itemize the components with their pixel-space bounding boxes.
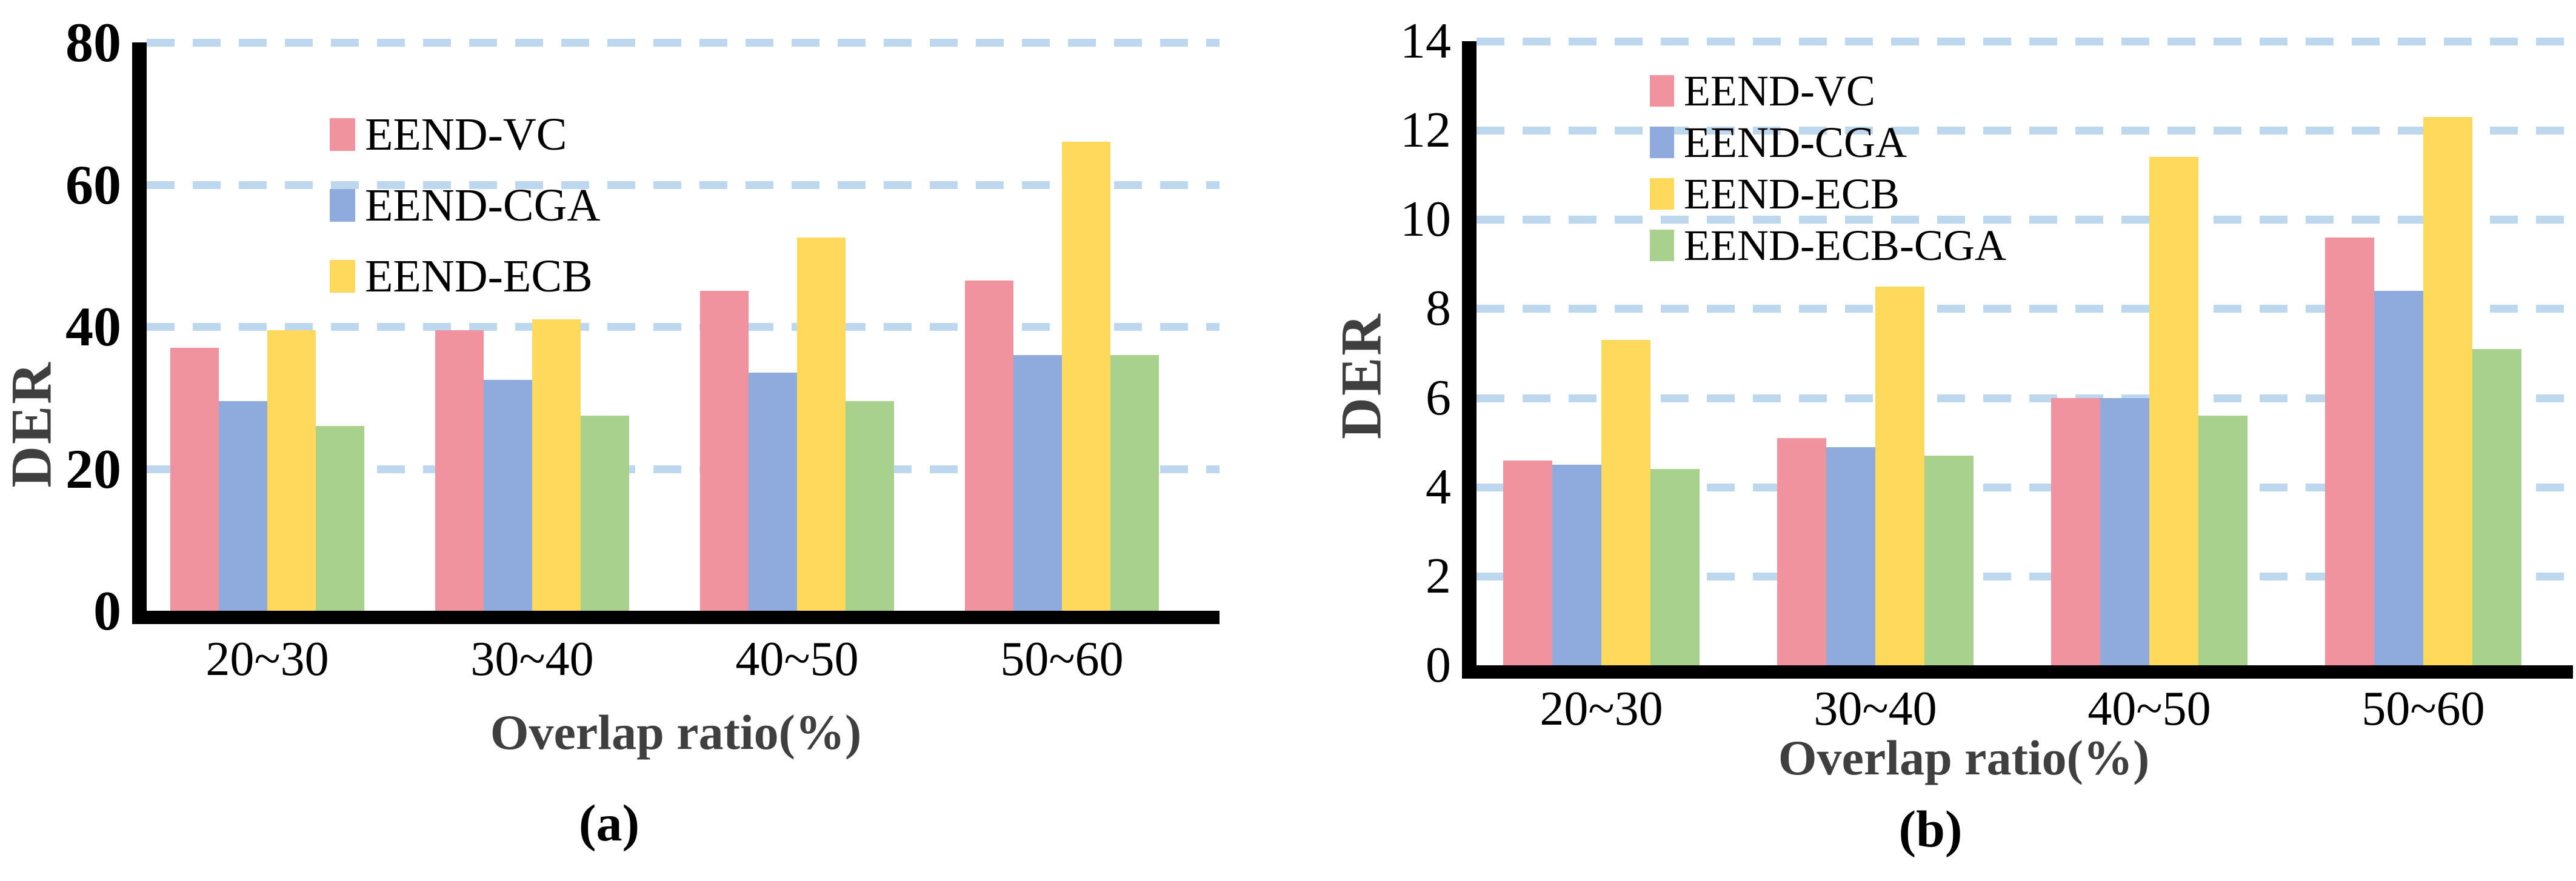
- y-tick-label-10: 10: [1400, 191, 1451, 248]
- legend-label-eend-vc: EEND-VC: [1684, 67, 1875, 115]
- legend-label-eend-ecb: EEND-ECB: [1684, 170, 1900, 218]
- legend-swatch-eend-cga: [1650, 127, 1674, 158]
- bar-eend-ecb-20~30: [1601, 339, 1650, 665]
- bar-eend-cga-20~30: [1552, 464, 1601, 665]
- x-tick-label-40~50: 40~50: [735, 633, 859, 686]
- y-tick-label-8: 8: [1426, 280, 1451, 337]
- bar-eend-ecb-cga-30~40: [1924, 456, 1974, 665]
- bar-eend-vc-20~30: [1503, 460, 1552, 665]
- x-tick-label-30~40: 30~40: [470, 633, 594, 686]
- gridline-y-2: [1477, 572, 2573, 580]
- legend-label-eend-ecb: EEND-ECB: [365, 251, 593, 302]
- panel-caption-a: (a): [578, 794, 640, 852]
- bar-eend-vc-40~50: [700, 291, 749, 611]
- x-tick-label-30~40: 30~40: [1814, 682, 1937, 736]
- legend-label-eend-cga: EEND-CGA: [1684, 118, 1907, 167]
- y-tick-label-14: 14: [1400, 13, 1451, 69]
- bar-eend-ecb-40~50: [797, 238, 846, 611]
- panel-caption-b: (b): [1898, 800, 1963, 858]
- legend-swatch-eend-ecb: [330, 260, 355, 293]
- bar-eend-vc-40~50: [2051, 397, 2100, 665]
- bar-eend-ecb-cga-50~60: [2472, 348, 2521, 665]
- x-tick-label-50~60: 50~60: [1000, 633, 1124, 686]
- legend-label-eend-ecb-cga: EEND-ECB-CGA: [1684, 221, 2006, 270]
- y-tick-label-0: 0: [1426, 637, 1451, 693]
- gridline-y-20: [147, 465, 1220, 473]
- gridline-y-80: [147, 39, 1220, 47]
- bar-eend-ecb-40~50: [2149, 157, 2198, 665]
- legend-row-eend-cga: EEND-CGA: [1650, 121, 1907, 164]
- x-axis-line: [1462, 665, 2573, 679]
- x-tick-label-40~50: 40~50: [2087, 682, 2211, 736]
- bar-eend-cga-20~30: [219, 401, 267, 611]
- bar-eend-ecb-cga-50~60: [1110, 354, 1159, 611]
- gridline-y-60: [147, 181, 1220, 189]
- gridline-y-40: [147, 323, 1220, 331]
- gridline-y-8: [1477, 305, 2573, 313]
- y-tick-label-20: 20: [65, 437, 121, 500]
- x-axis-title: Overlap ratio(%): [490, 705, 862, 760]
- bar-eend-ecb-cga-30~40: [581, 415, 629, 611]
- legend-swatch-eend-cga: [330, 189, 355, 222]
- bar-eend-cga-40~50: [749, 373, 797, 611]
- legend-label-eend-vc: EEND-VC: [365, 109, 567, 160]
- gridline-y-6: [1477, 394, 2573, 402]
- bar-eend-vc-20~30: [170, 348, 219, 611]
- gridline-y-4: [1477, 483, 2573, 491]
- x-tick-label-20~30: 20~30: [205, 633, 329, 686]
- x-axis-title: Overlap ratio(%): [1778, 730, 2150, 785]
- x-axis-line: [132, 611, 1220, 624]
- bar-eend-cga-50~60: [2374, 291, 2423, 665]
- y-axis-title: DER: [1329, 312, 1393, 439]
- legend-swatch-eend-ecb: [1650, 178, 1674, 210]
- y-tick-label-12: 12: [1400, 102, 1451, 159]
- y-tick-label-4: 4: [1426, 458, 1451, 515]
- y-tick-label-80: 80: [65, 12, 121, 73]
- legend-swatch-eend-ecb-cga: [1650, 230, 1674, 261]
- bar-eend-ecb-30~40: [532, 319, 581, 611]
- legend-row-eend-vc: EEND-VC: [1650, 69, 1875, 113]
- y-tick-label-0: 0: [93, 580, 121, 642]
- legend-row-eend-ecb-cga: EEND-ECB-CGA: [1650, 224, 2006, 267]
- y-tick-label-40: 40: [65, 296, 121, 357]
- legend-swatch-eend-vc: [1650, 75, 1674, 107]
- bar-eend-cga-40~50: [2100, 397, 2149, 665]
- bar-eend-cga-50~60: [1013, 354, 1062, 611]
- legend-row-eend-vc: EEND-VC: [330, 111, 567, 158]
- gridline-y-10: [1477, 216, 2573, 224]
- bar-eend-ecb-cga-40~50: [846, 401, 894, 611]
- y-axis-line: [1462, 41, 1477, 679]
- legend-label-eend-cga: EEND-CGA: [365, 180, 601, 231]
- bar-eend-ecb-30~40: [1875, 286, 1924, 665]
- bar-eend-ecb-cga-40~50: [2198, 416, 2247, 665]
- bar-eend-ecb-cga-20~30: [316, 426, 364, 611]
- legend-row-eend-ecb: EEND-ECB: [1650, 172, 1900, 216]
- bar-eend-ecb-20~30: [267, 330, 316, 611]
- y-tick-label-2: 2: [1426, 547, 1451, 604]
- bar-eend-cga-30~40: [484, 379, 532, 611]
- y-tick-label-6: 6: [1426, 369, 1451, 426]
- bar-eend-vc-50~60: [2325, 237, 2374, 665]
- bar-eend-cga-30~40: [1826, 447, 1875, 665]
- bar-eend-vc-30~40: [1777, 437, 1826, 665]
- x-tick-label-20~30: 20~30: [1540, 682, 1663, 736]
- legend-row-eend-ecb: EEND-ECB: [330, 253, 593, 299]
- bar-eend-vc-30~40: [435, 330, 484, 611]
- legend-row-eend-cga: EEND-CGA: [330, 182, 600, 228]
- x-tick-label-50~60: 50~60: [2361, 682, 2485, 736]
- bar-eend-ecb-50~60: [2423, 117, 2472, 665]
- y-tick-label-60: 60: [65, 153, 121, 216]
- bar-eend-ecb-50~60: [1062, 142, 1110, 611]
- legend-swatch-eend-vc: [330, 118, 355, 151]
- y-axis-line: [132, 42, 147, 624]
- gridline-y-12: [1477, 127, 2573, 135]
- gridline-y-14: [1477, 38, 2573, 45]
- bar-eend-ecb-cga-20~30: [1650, 469, 1700, 665]
- bar-eend-vc-50~60: [965, 280, 1013, 611]
